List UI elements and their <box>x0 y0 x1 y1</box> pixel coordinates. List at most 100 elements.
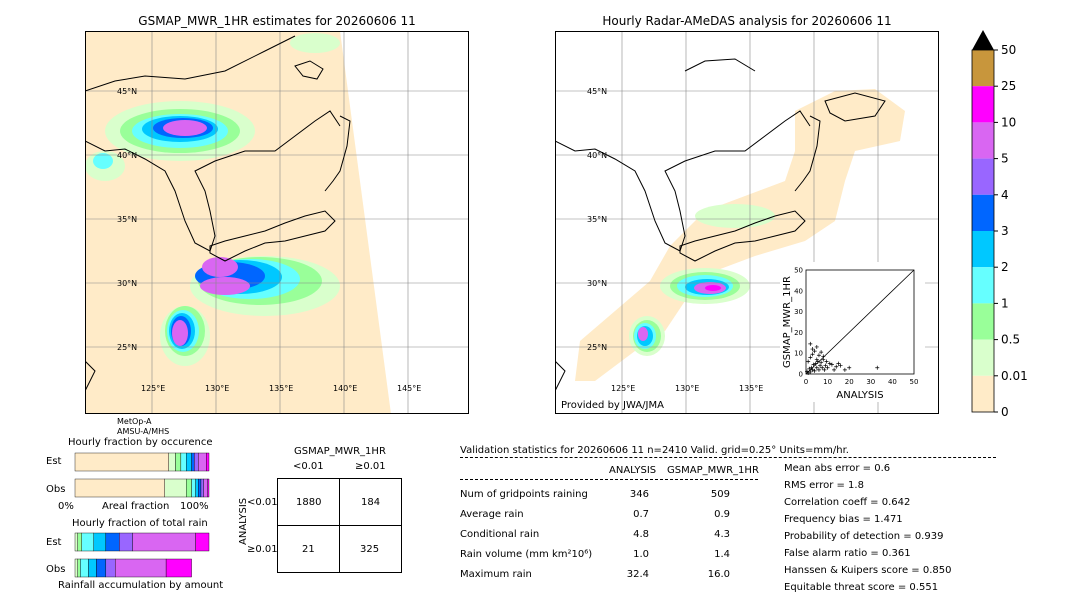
scatter-point <box>824 359 829 364</box>
colorbar-tick-label: 0 <box>1001 405 1009 418</box>
scatter-point <box>813 361 818 366</box>
bar-segment <box>105 532 120 552</box>
right-map-lat-45: 45°N <box>587 87 607 96</box>
scatter-inset: 00 10 10 20 20 30 30 40 40 50 50 ANALYSIS GSMAP_MWR_… <box>780 262 925 402</box>
bar-segment <box>105 558 116 578</box>
colorbar-tick-label: 10 <box>1001 115 1016 129</box>
scatter-point <box>822 367 827 372</box>
stat-row-label: Average rain <box>460 509 524 520</box>
scatter-point <box>816 353 821 358</box>
total-rain-chart <box>74 532 210 578</box>
stat-row-analysis: 4.8 <box>633 529 649 540</box>
validation-table-divider <box>460 479 758 480</box>
score-line: RMS error = 1.8 <box>784 480 864 491</box>
bar-segment <box>168 452 176 472</box>
stat-row-analysis: 1.0 <box>633 549 649 560</box>
scatter-x-tick: 30 <box>866 378 875 386</box>
scatter-point <box>823 363 828 368</box>
colorbar-tick-label: 2 <box>1001 260 1009 274</box>
left-map-lon-140: 140°E <box>333 384 357 393</box>
stat-row-analysis: 32.4 <box>626 569 649 580</box>
bar-segment <box>175 452 182 472</box>
colorbar-tick-label: 0.01 <box>1001 369 1028 383</box>
left-map-lon-135: 135°E <box>269 384 293 393</box>
scatter-point <box>814 365 819 370</box>
right-map-lat-30: 30°N <box>587 279 607 288</box>
contingency-cell-22: 325 <box>360 544 380 555</box>
bar-segment <box>198 478 202 498</box>
bar-segment <box>74 478 165 498</box>
bar-segment <box>180 452 187 472</box>
scatter-point <box>819 360 824 365</box>
scatter-y-tick: 50 <box>794 267 803 275</box>
stat-row-label: Num of gridpoints raining <box>460 489 588 500</box>
scatter-point <box>811 362 816 367</box>
left-map-lat-35: 35°N <box>117 215 137 224</box>
bar-segment <box>164 478 187 498</box>
colorbar-segment <box>972 158 994 195</box>
scatter-y-tick: 20 <box>794 329 803 337</box>
bar-segment <box>194 452 199 472</box>
scatter-point <box>875 365 880 370</box>
scatter-point <box>842 367 847 372</box>
bar-segment <box>200 478 204 498</box>
colorbar-segment <box>972 375 994 412</box>
bar-segment <box>191 452 195 472</box>
col-gsmap-header: GSMAP_MWR_1HR <box>667 465 759 476</box>
scatter-xlabel: ANALYSIS <box>836 390 883 401</box>
stat-row-gsmap: 16.0 <box>707 569 730 580</box>
left-map-title: GSMAP_MWR_1HR estimates for 20260606 11 <box>138 14 416 28</box>
scatter-x-tick: 20 <box>845 378 854 386</box>
right-map-title: Hourly Radar-AMeDAS analysis for 2026060… <box>602 14 892 28</box>
scatter-x-tick: 40 <box>888 378 897 386</box>
bar-segment <box>207 478 210 498</box>
bar-segment <box>119 532 133 552</box>
colorbar-extend-arrow <box>972 30 994 50</box>
scatter-point <box>816 367 821 372</box>
score-line: Hanssen & Kuipers score = 0.850 <box>784 565 952 576</box>
colorbar-segment <box>972 339 994 376</box>
stat-row-gsmap: 4.3 <box>714 529 730 540</box>
left-map-lat-45: 45°N <box>117 87 137 96</box>
scatter-point <box>810 347 815 352</box>
right-map-lon-130: 130°E <box>675 384 699 393</box>
scatter-y-tick: 10 <box>794 350 803 358</box>
scatter-point <box>838 363 843 368</box>
bar-segment <box>198 452 207 472</box>
occurrence-est-label: Est <box>46 456 62 467</box>
score-line: Mean abs error = 0.6 <box>784 463 891 474</box>
score-line: Correlation coeff = 0.642 <box>784 497 911 508</box>
right-map-lon-125: 125°E <box>611 384 635 393</box>
colorbar-tick-label: 0.5 <box>1001 333 1020 347</box>
total-rain-title: Hourly fraction of total rain <box>72 518 208 529</box>
scatter-point <box>818 363 823 368</box>
contingency-row-ge: ≥0.01 <box>247 544 278 555</box>
occurrence-axis-right: 100% <box>180 501 209 512</box>
bar-segment <box>96 558 107 578</box>
contingency-cell-12: 184 <box>361 497 381 508</box>
scatter-point <box>812 349 817 354</box>
bar-segment <box>195 532 210 552</box>
bar-segment <box>88 558 97 578</box>
score-line: Frequency bias = 1.471 <box>784 514 903 525</box>
scatter-point <box>832 367 837 372</box>
scatter-point <box>834 364 839 369</box>
col-analysis-header: ANALYSIS <box>609 465 657 476</box>
right-map-lat-40: 40°N <box>587 151 607 160</box>
contingency-row-lt: <0.01 <box>247 497 278 508</box>
left-map-lon-125: 125°E <box>141 384 165 393</box>
scatter-point <box>806 370 811 375</box>
left-map-lat-40: 40°N <box>117 151 137 160</box>
scatter-point <box>809 365 814 370</box>
right-map-lon-135: 135°E <box>739 384 763 393</box>
bar-segment <box>80 558 89 578</box>
stat-row-gsmap: 1.4 <box>714 549 730 560</box>
total-rain-est-label: Est <box>46 537 62 548</box>
scatter-point <box>829 362 834 367</box>
total-rain-footer: Rainfall accumulation by amount <box>58 580 224 591</box>
stat-row-label: Conditional rain <box>460 529 540 540</box>
colorbar-segment <box>972 303 994 340</box>
bar-segment <box>203 478 208 498</box>
colorbar: 50 25 10 5 4 3 2 1 0.5 0.01 0 <box>971 30 1028 418</box>
occurrence-axis-mid: Areal fraction <box>102 501 170 512</box>
